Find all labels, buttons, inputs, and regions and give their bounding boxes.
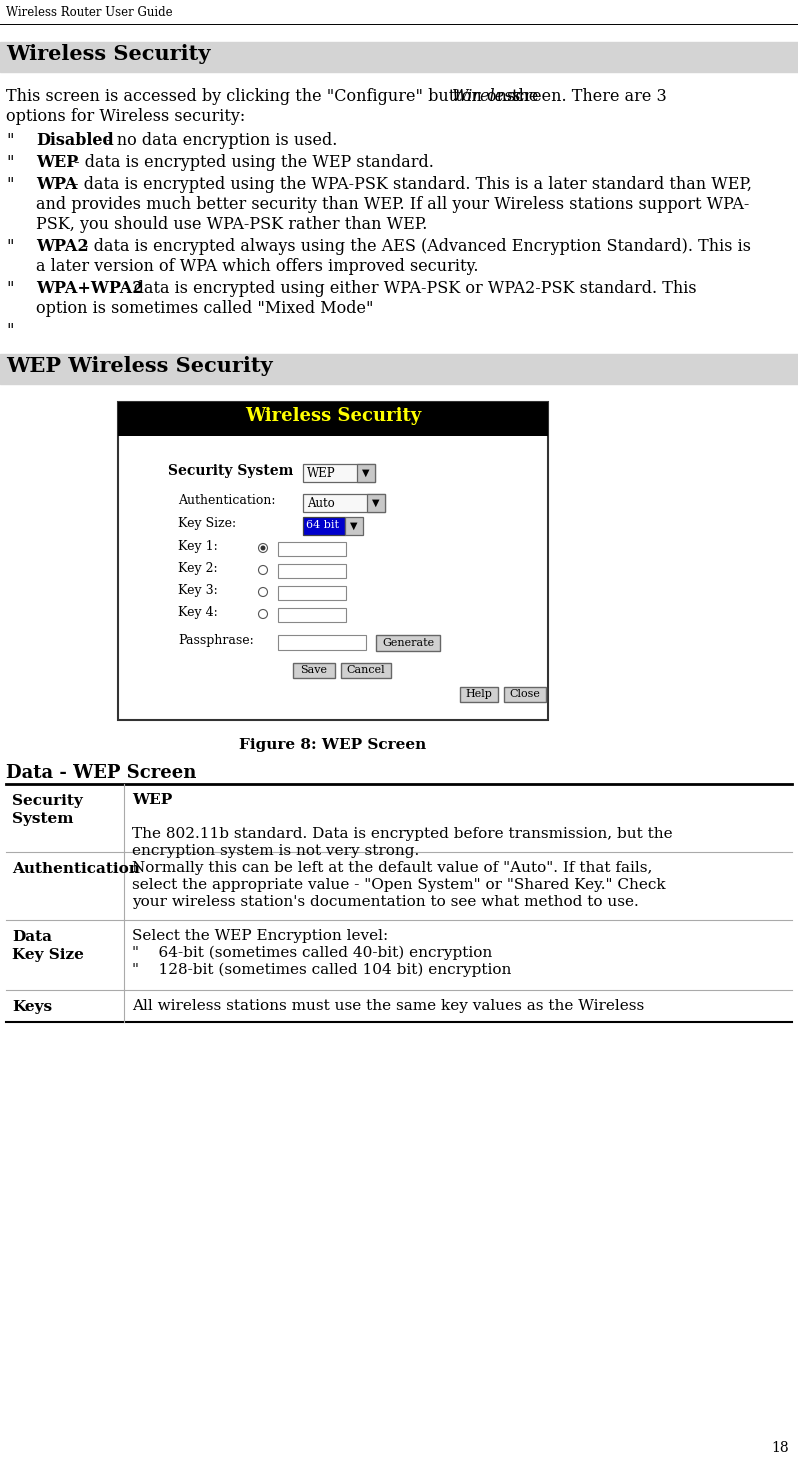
Text: Save: Save <box>301 666 327 674</box>
Text: - data is encrypted using the WEP standard.: - data is encrypted using the WEP standa… <box>69 154 434 172</box>
Text: Close: Close <box>510 689 540 699</box>
Text: - data is encrypted always using the AES (Advanced Encryption Standard). This is: - data is encrypted always using the AES… <box>78 237 751 255</box>
Text: select the appropriate value - "Open System" or "Shared Key." Check: select the appropriate value - "Open Sys… <box>132 878 666 891</box>
Text: Auto: Auto <box>307 497 334 510</box>
Circle shape <box>259 544 267 553</box>
Bar <box>278 564 346 578</box>
Text: ": " <box>6 176 14 194</box>
Bar <box>278 635 366 649</box>
Bar <box>278 608 346 622</box>
Bar <box>303 494 385 512</box>
Bar <box>367 494 385 512</box>
Text: Wireless: Wireless <box>452 88 522 106</box>
Bar <box>118 402 548 720</box>
Text: Cancel: Cancel <box>346 666 385 674</box>
Text: ▼: ▼ <box>372 498 380 509</box>
Text: Authentication:: Authentication: <box>178 494 275 507</box>
Text: a later version of WPA which offers improved security.: a later version of WPA which offers impr… <box>36 258 479 276</box>
Text: Help: Help <box>465 689 492 699</box>
Bar <box>303 465 375 482</box>
Text: ": " <box>6 154 14 172</box>
Text: WEP Wireless Security: WEP Wireless Security <box>6 356 273 375</box>
Bar <box>345 517 363 535</box>
Bar <box>293 663 335 677</box>
Text: your wireless station's documentation to see what method to use.: your wireless station's documentation to… <box>132 896 638 909</box>
Text: encryption system is not very strong.: encryption system is not very strong. <box>132 844 419 858</box>
Bar <box>357 465 375 482</box>
Text: Data - WEP Screen: Data - WEP Screen <box>6 764 196 781</box>
Text: ": " <box>6 132 14 150</box>
Bar <box>341 663 391 677</box>
Bar <box>303 517 345 535</box>
Text: ": " <box>6 280 14 298</box>
Bar <box>6 921 792 990</box>
Bar <box>0 43 798 72</box>
Text: Wireless Security: Wireless Security <box>245 408 421 425</box>
Bar <box>118 402 548 435</box>
Text: Passphrase:: Passphrase: <box>178 633 254 647</box>
Text: Key 3:: Key 3: <box>178 583 218 597</box>
Bar <box>6 852 792 921</box>
Text: Keys: Keys <box>12 1000 52 1014</box>
Text: - data is encrypted using the WPA-PSK standard. This is a later standard than WE: - data is encrypted using the WPA-PSK st… <box>68 176 752 194</box>
Bar <box>460 688 498 702</box>
Text: Generate: Generate <box>382 638 434 648</box>
Text: WPA+WPA2: WPA+WPA2 <box>36 280 144 298</box>
Text: option is sometimes called "Mixed Mode": option is sometimes called "Mixed Mode" <box>36 301 373 317</box>
Text: Figure 8: WEP Screen: Figure 8: WEP Screen <box>239 737 427 752</box>
Text: Authentication: Authentication <box>12 862 140 877</box>
Text: Key 2:: Key 2: <box>178 561 218 575</box>
Text: Select the WEP Encryption level:: Select the WEP Encryption level: <box>132 929 389 943</box>
Text: WPA: WPA <box>36 176 77 194</box>
Text: Security System: Security System <box>168 465 294 478</box>
Text: options for Wireless security:: options for Wireless security: <box>6 108 245 125</box>
Circle shape <box>259 610 267 619</box>
Text: "    64-bit (sometimes called 40-bit) encryption: " 64-bit (sometimes called 40-bit) encry… <box>132 946 492 960</box>
Text: Security
System: Security System <box>12 795 83 827</box>
Text: Key 1:: Key 1: <box>178 539 218 553</box>
Bar <box>376 635 440 651</box>
Bar <box>6 990 792 1022</box>
Text: Data
Key Size: Data Key Size <box>12 929 84 962</box>
Text: - data is encrypted using either WPA-PSK or WPA2-PSK standard. This: - data is encrypted using either WPA-PSK… <box>118 280 697 298</box>
Text: WEP: WEP <box>132 793 172 806</box>
Text: Key 4:: Key 4: <box>178 605 218 619</box>
Circle shape <box>260 545 266 551</box>
Circle shape <box>259 588 267 597</box>
Bar <box>278 586 346 600</box>
Text: Disabled: Disabled <box>36 132 114 150</box>
Text: screen. There are 3: screen. There are 3 <box>502 88 667 106</box>
Text: "    128-bit (sometimes called 104 bit) encryption: " 128-bit (sometimes called 104 bit) enc… <box>132 963 512 978</box>
Text: - no data encryption is used.: - no data encryption is used. <box>101 132 338 150</box>
Text: All wireless stations must use the same key values as the Wireless: All wireless stations must use the same … <box>132 998 644 1013</box>
Bar <box>6 784 792 852</box>
Text: 18: 18 <box>772 1441 789 1454</box>
Text: 64 bit: 64 bit <box>306 520 339 531</box>
Text: ▼: ▼ <box>350 520 358 531</box>
Text: Normally this can be left at the default value of "Auto". If that fails,: Normally this can be left at the default… <box>132 861 653 875</box>
Circle shape <box>259 566 267 575</box>
Text: Wireless Router User Guide: Wireless Router User Guide <box>6 6 172 19</box>
Text: ": " <box>6 237 14 255</box>
Bar <box>504 688 546 702</box>
Text: Wireless Security: Wireless Security <box>6 44 211 65</box>
Bar <box>278 542 346 556</box>
Text: WPA2: WPA2 <box>36 237 89 255</box>
Text: Key Size:: Key Size: <box>178 517 236 531</box>
Text: ▼: ▼ <box>362 468 369 478</box>
Text: This screen is accessed by clicking the "Configure" button on the: This screen is accessed by clicking the … <box>6 88 543 106</box>
Text: PSK, you should use WPA-PSK rather than WEP.: PSK, you should use WPA-PSK rather than … <box>36 216 428 233</box>
Text: WEP: WEP <box>307 468 336 479</box>
Text: and provides much better security than WEP. If all your Wireless stations suppor: and provides much better security than W… <box>36 196 749 213</box>
Text: ": " <box>6 323 14 339</box>
Bar <box>0 353 798 384</box>
Text: The 802.11b standard. Data is encrypted before transmission, but the: The 802.11b standard. Data is encrypted … <box>132 827 673 841</box>
Text: WEP: WEP <box>36 154 78 172</box>
